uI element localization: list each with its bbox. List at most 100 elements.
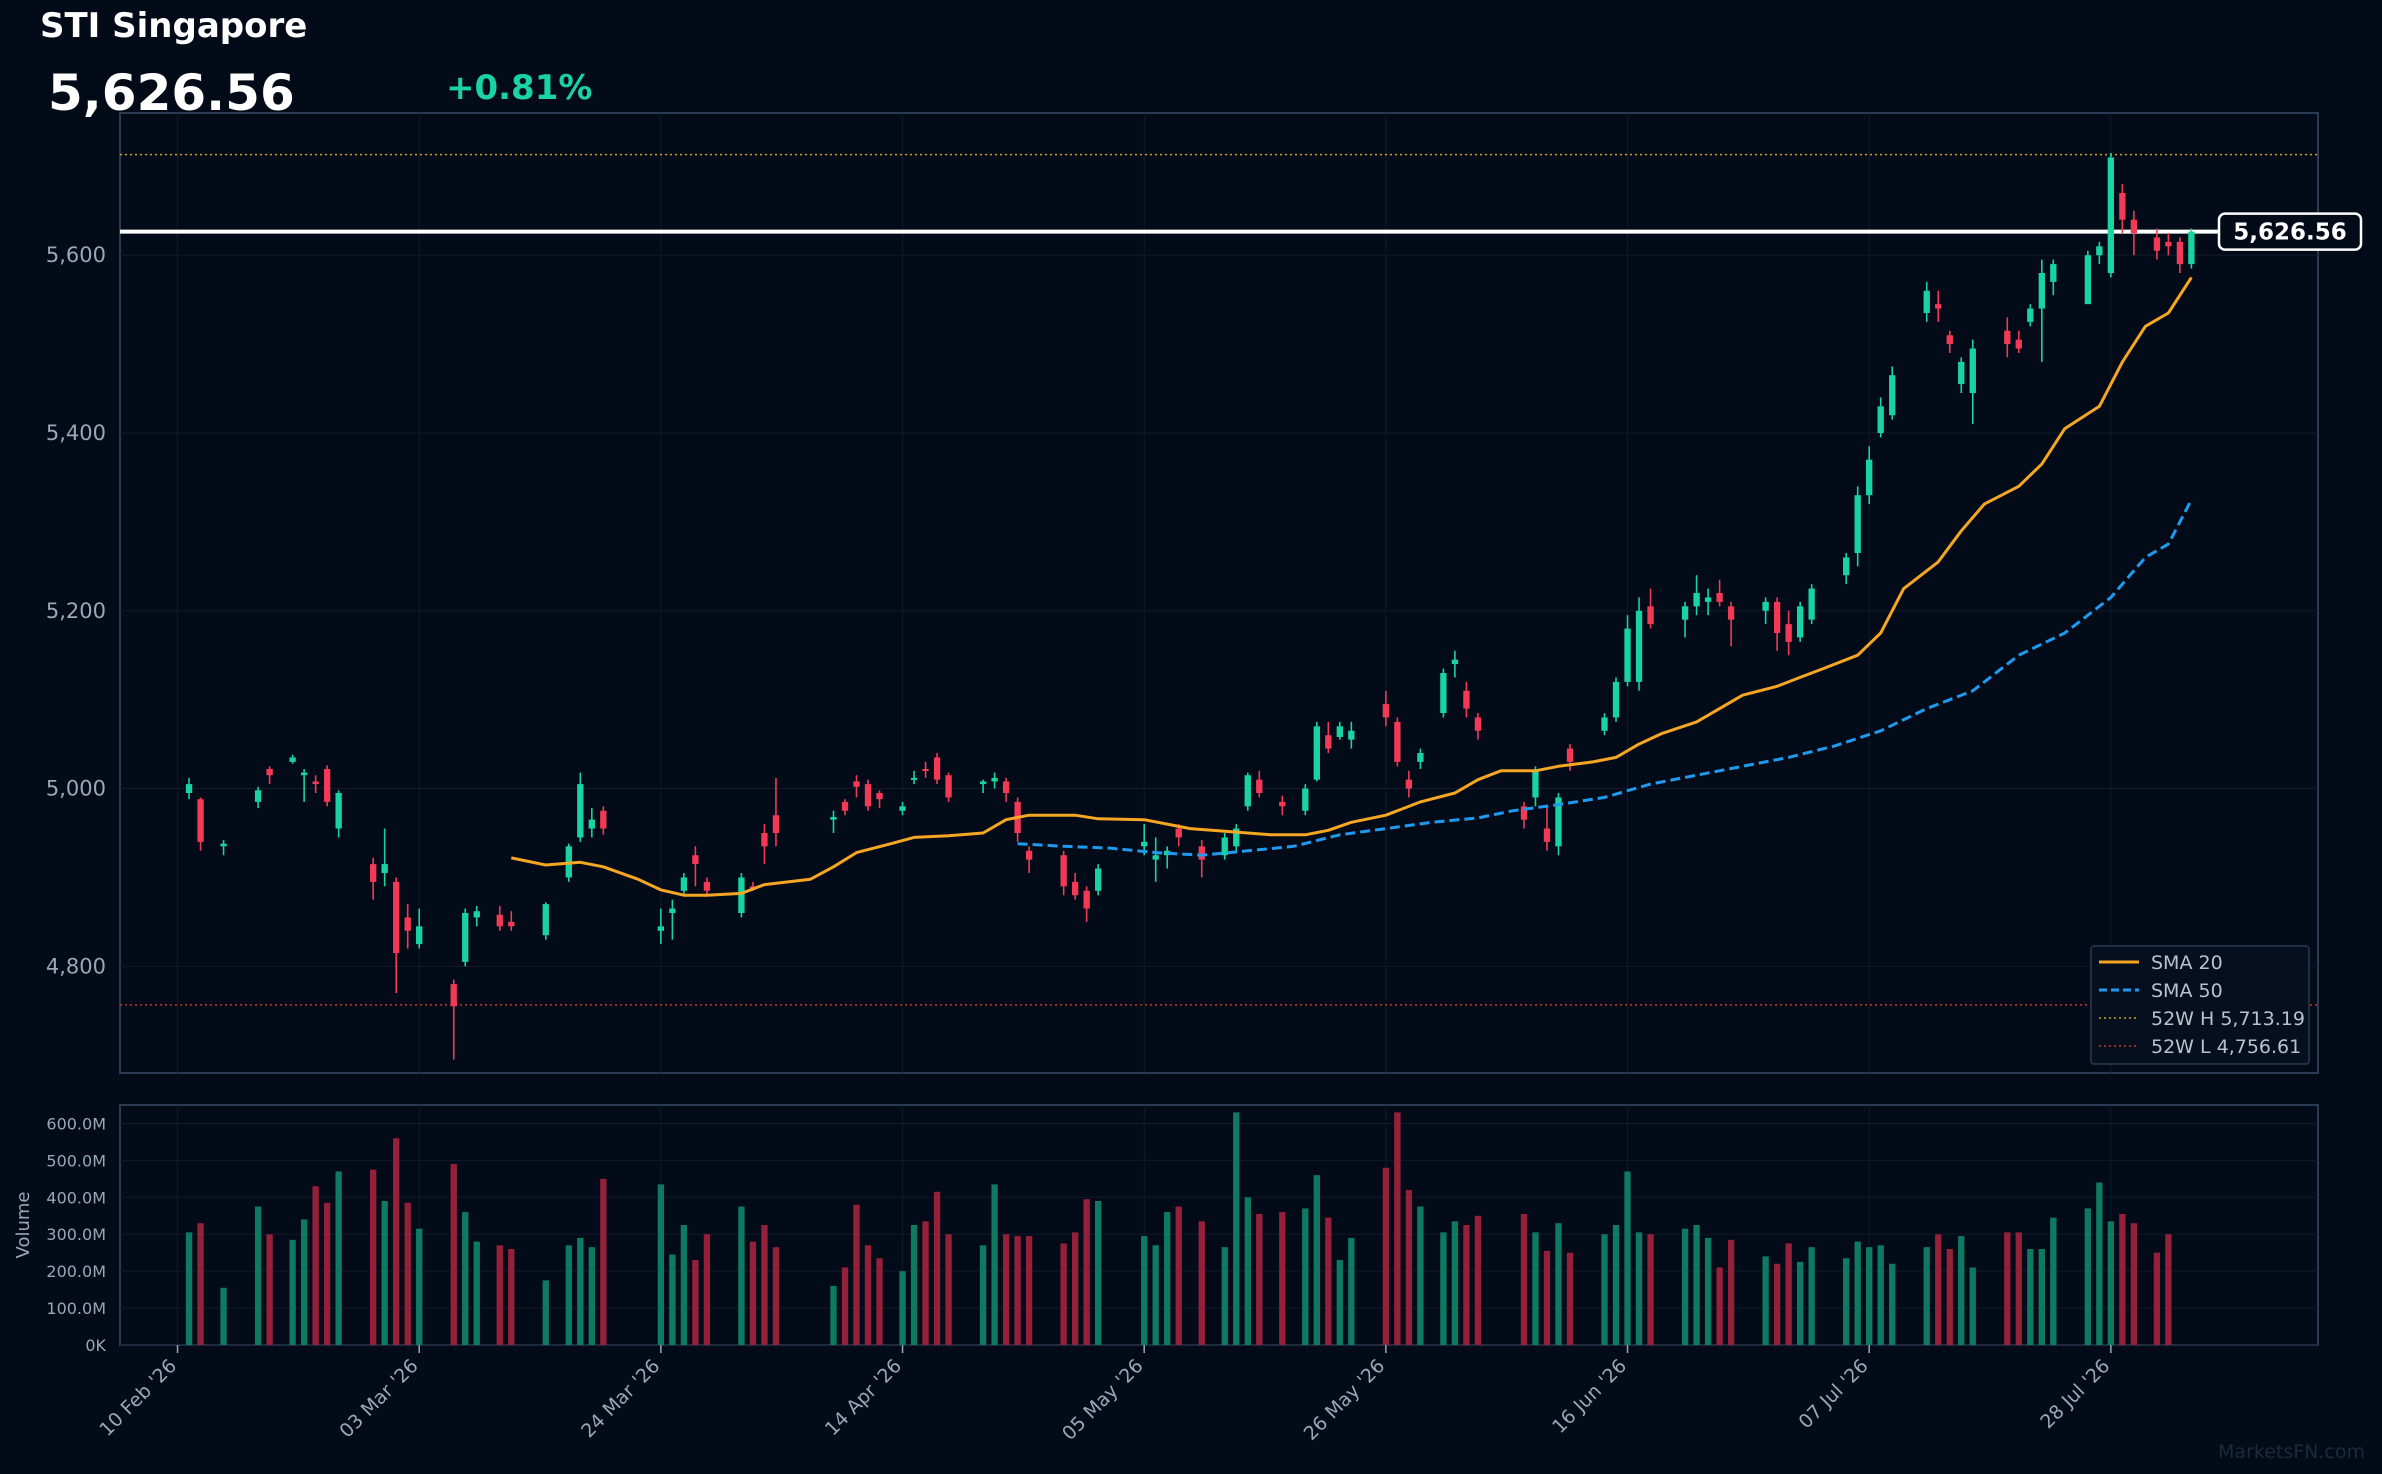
candle-body	[1543, 828, 1551, 842]
price-axis-tick-label: 5,400	[46, 421, 106, 445]
candle-body	[381, 864, 388, 873]
candle-body	[1325, 735, 1332, 749]
volume-bar	[853, 1204, 860, 1345]
candle-body	[1555, 797, 1562, 847]
candle-body	[692, 855, 699, 865]
candle-body	[922, 769, 929, 771]
candle-body	[370, 864, 377, 882]
volume-bar	[2015, 1232, 2022, 1345]
volume-bar	[1843, 1258, 1850, 1345]
time-axis-tick-label: 24 Mar '26	[577, 1355, 664, 1442]
volume-bar	[2119, 1213, 2126, 1345]
candle-body	[473, 911, 480, 918]
volume-bar	[312, 1186, 319, 1345]
chart-title: STI Singapore	[40, 6, 308, 46]
candle-body	[991, 777, 998, 782]
candle-body	[1025, 850, 1033, 860]
candle-body	[1071, 881, 1079, 896]
candle-body	[830, 817, 837, 820]
volume-bar	[1969, 1267, 1976, 1345]
candle-body	[749, 886, 757, 889]
volume-bar	[1417, 1206, 1424, 1345]
candle-body	[2176, 241, 2184, 265]
candle-body	[2119, 193, 2126, 220]
volume-bar	[1440, 1232, 1447, 1345]
candle-body	[416, 926, 423, 945]
candle-body	[1302, 788, 1309, 811]
legend-entry: SMA 50	[2151, 980, 2223, 1002]
candle-body	[1002, 781, 1010, 793]
candle-body	[1394, 721, 1401, 762]
volume-bar	[922, 1221, 929, 1345]
candle-body	[1935, 304, 1942, 309]
volume-bar	[1543, 1250, 1551, 1345]
volume-bar	[2096, 1182, 2103, 1345]
time-axis-tick-label: 10 Feb '26	[95, 1355, 181, 1441]
candle-body	[761, 833, 768, 847]
volume-bar	[1866, 1247, 1873, 1345]
volume-bar	[933, 1191, 941, 1345]
volume-bar	[496, 1245, 503, 1345]
volume-bar	[1325, 1217, 1332, 1345]
volume-bar	[2084, 1208, 2092, 1345]
candle-body	[600, 810, 607, 829]
price-panel-frame	[119, 112, 2319, 1074]
price-axis-tick-label: 5,200	[46, 599, 106, 623]
volume-bar	[1302, 1208, 1309, 1345]
volume-bar	[1958, 1236, 1965, 1345]
candle-body	[2038, 273, 2045, 309]
volume-bar	[254, 1206, 262, 1345]
candle-body	[1969, 348, 1976, 393]
candle-body	[1256, 779, 1263, 793]
candle-body	[1244, 775, 1251, 807]
volume-bar	[910, 1225, 918, 1345]
volume-bar	[1071, 1232, 1079, 1345]
volume-bar	[876, 1258, 883, 1345]
volume-bar	[1405, 1189, 1413, 1345]
candle-body	[1762, 601, 1769, 611]
volume-bar	[749, 1241, 757, 1345]
candle-body	[300, 772, 308, 776]
volume-bar	[1520, 1213, 1528, 1345]
candle-body	[876, 793, 883, 800]
volume-bar	[393, 1138, 400, 1345]
volume-bar	[1532, 1232, 1539, 1345]
volume-bar	[1601, 1234, 1608, 1345]
candle-body	[1704, 597, 1712, 602]
volume-bar	[1773, 1263, 1781, 1345]
volume-bar	[300, 1219, 308, 1345]
volume-panel-frame	[119, 1104, 2319, 1346]
volume-bar	[577, 1237, 584, 1345]
volume-bar	[2027, 1249, 2034, 1345]
candle-body	[979, 781, 987, 785]
volume-bar	[1635, 1232, 1643, 1345]
candle-body	[1946, 335, 1953, 345]
volume-bar	[991, 1184, 998, 1345]
time-axis-tick-label: 05 May '26	[1058, 1355, 1148, 1445]
time-axis-tick-label: 07 Jul '26	[1795, 1355, 1873, 1433]
volume-bar	[830, 1285, 837, 1345]
volume-bar	[1279, 1212, 1286, 1345]
watermark: MarketsFN.com	[2218, 1441, 2365, 1463]
volume-bar	[1244, 1197, 1251, 1345]
volume-bar	[404, 1202, 411, 1345]
volume-bar	[1451, 1221, 1459, 1345]
volume-bar	[738, 1206, 745, 1345]
volume-bar	[1647, 1234, 1654, 1345]
candle-body	[1796, 606, 1804, 638]
time-axis-tick-label: 28 Jul '26	[2036, 1355, 2114, 1433]
volume-axis-tick-label: 0K	[85, 1336, 106, 1355]
volume-bar	[1025, 1236, 1033, 1345]
candle-body	[588, 819, 595, 829]
volume-bar	[1348, 1237, 1355, 1345]
legend-entry: 52W H 5,713.19	[2151, 1008, 2305, 1030]
candle-body	[680, 877, 688, 891]
candle-body	[323, 769, 331, 802]
candle-body	[1716, 593, 1723, 602]
volume-bar	[1095, 1201, 1102, 1345]
time-axis-tick-label: 14 Apr '26	[821, 1355, 906, 1440]
candle-body	[1785, 624, 1792, 642]
volume-bar	[1175, 1206, 1182, 1345]
volume-bar	[657, 1184, 665, 1345]
volume-bar	[289, 1239, 296, 1345]
